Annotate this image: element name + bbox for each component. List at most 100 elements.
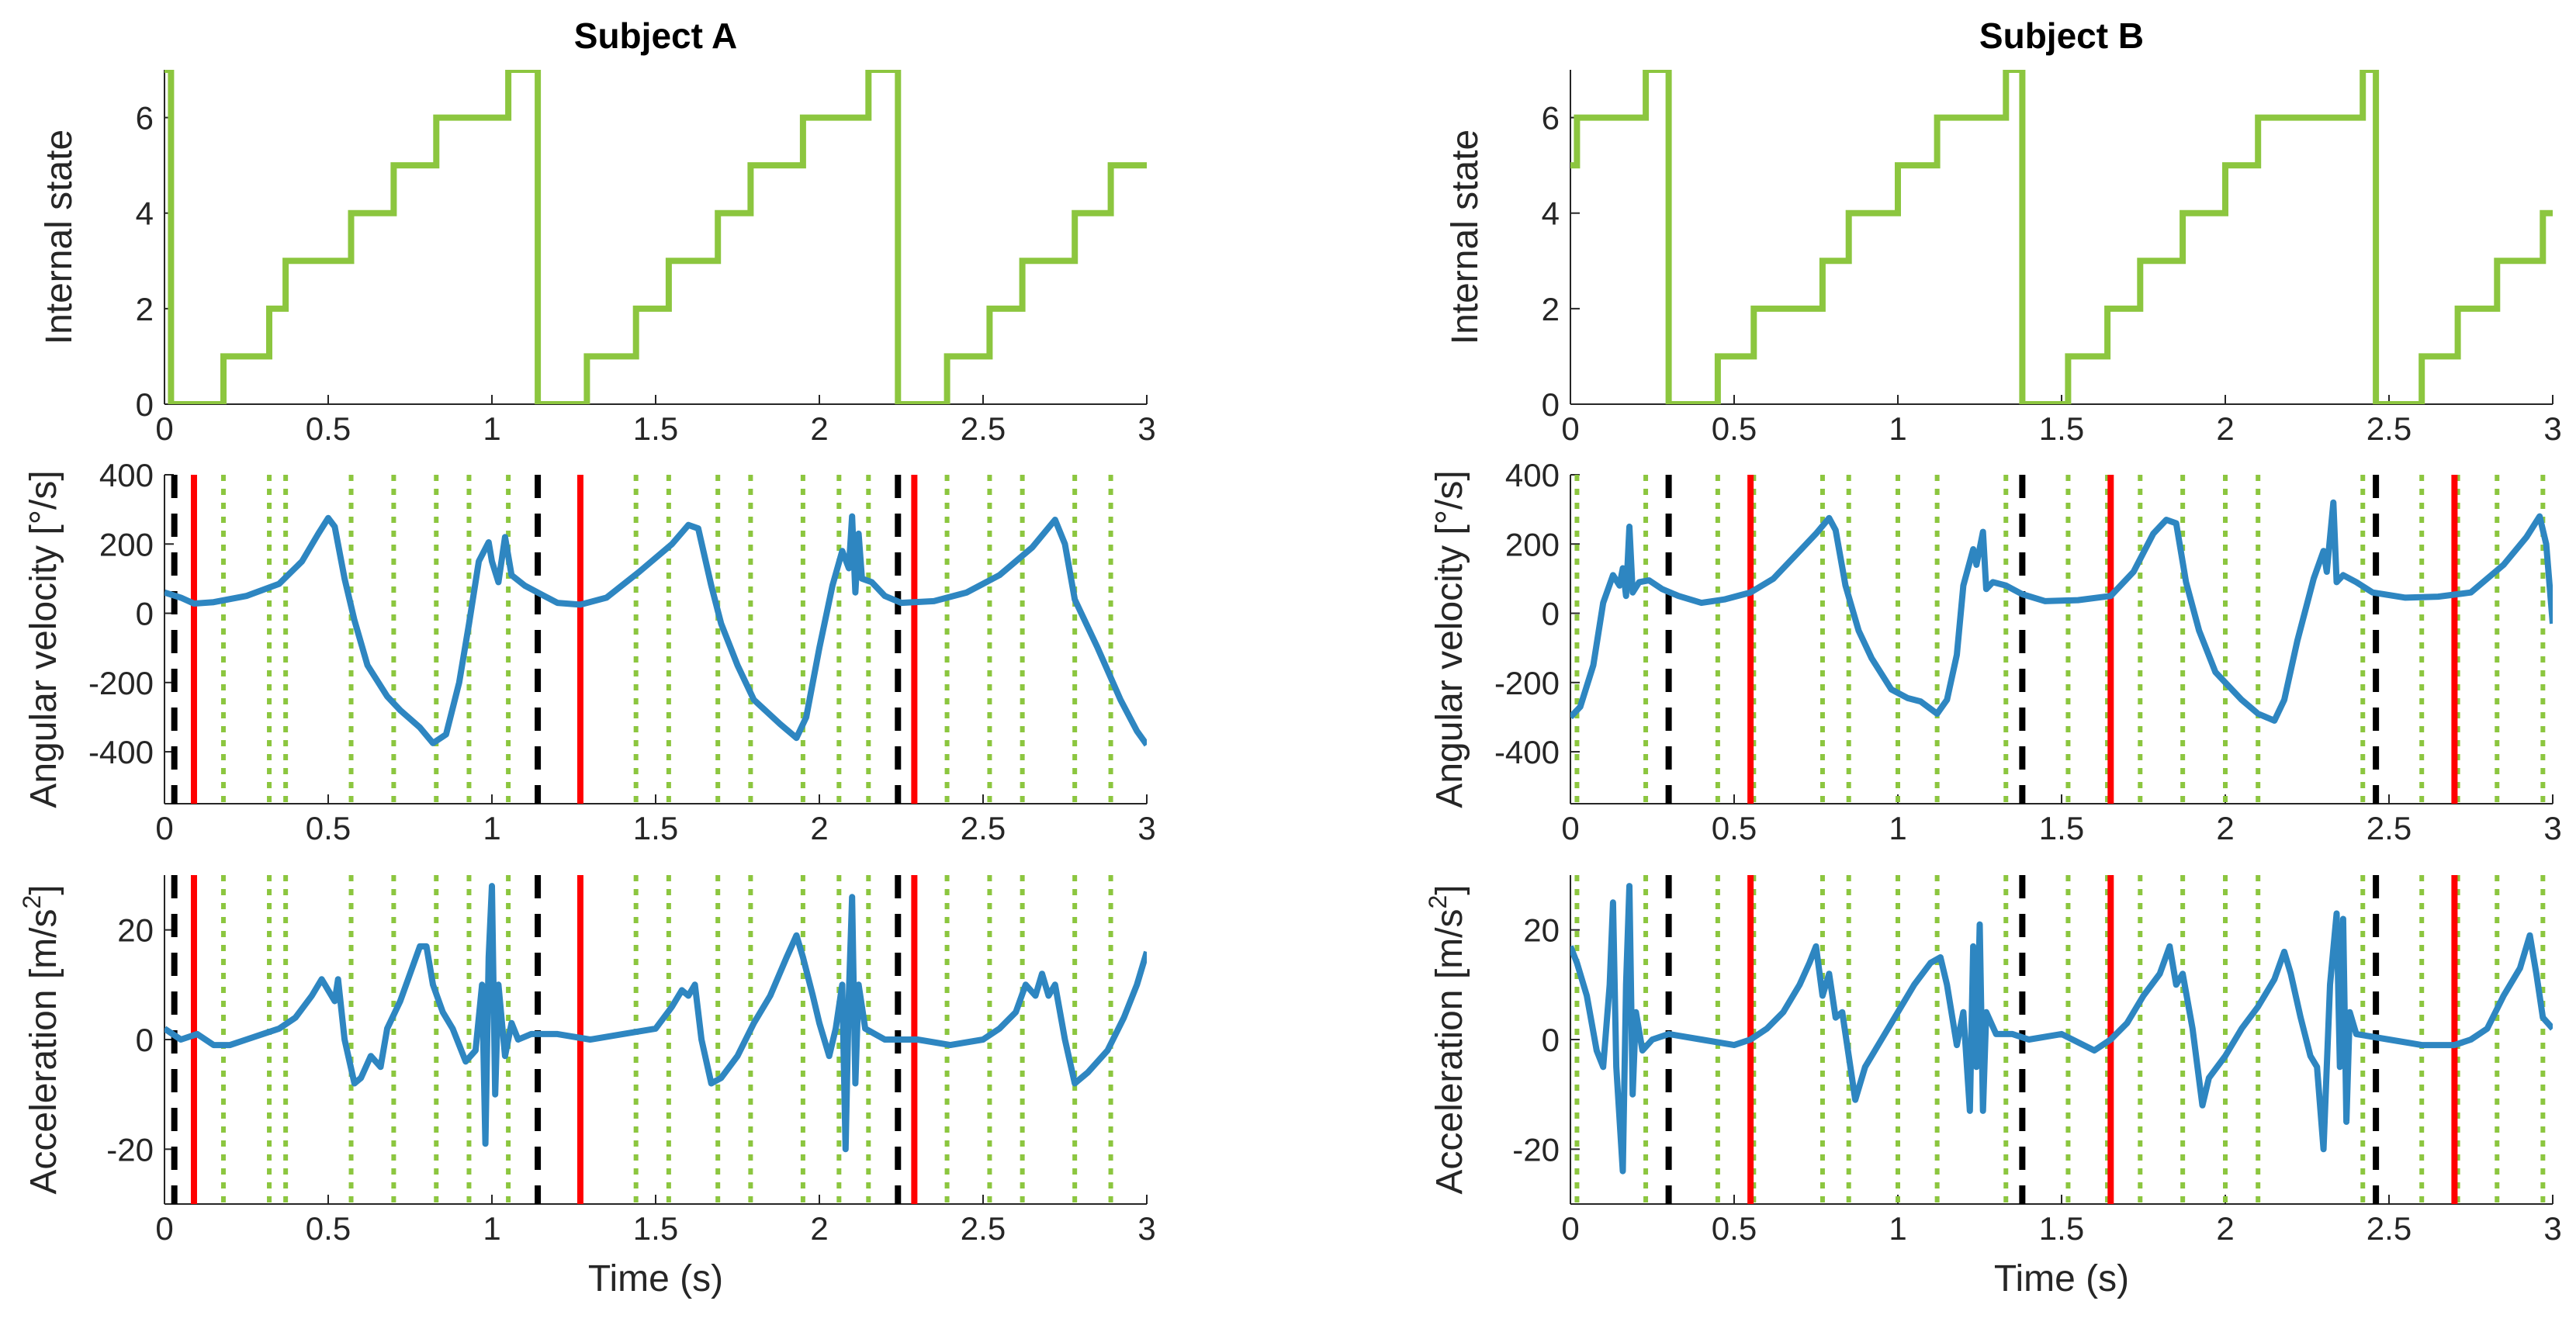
y-tick-label: 2 bbox=[136, 291, 154, 327]
plot-area bbox=[1570, 70, 2553, 404]
accel-series-line bbox=[1570, 883, 2553, 1175]
y-tick-label: 4 bbox=[136, 195, 154, 232]
x-axis-label: Time (s) bbox=[1994, 1258, 2129, 1299]
label-text: Acceleration [m/s bbox=[23, 909, 64, 1195]
x-axis-label: Time (s) bbox=[588, 1258, 723, 1299]
axes-state: 0 0.5 1 1.5 2 2.5 3 0 2 4 6 Internal state bbox=[1445, 70, 2562, 447]
x-tick-label: 2.5 bbox=[961, 810, 1006, 846]
subject-title: Subject A bbox=[574, 16, 737, 56]
axes-angvel: 0 0.5 1 1.5 2 2.5 3 -400 -200 0 200 400 Angular velo… bbox=[23, 457, 1156, 846]
subject-title: Subject B bbox=[1979, 16, 2144, 56]
y-tick-label: 400 bbox=[99, 457, 154, 493]
y-tick-label: 200 bbox=[99, 526, 154, 562]
y-tick-label: -20 bbox=[106, 1131, 154, 1168]
x-tick-label: 2 bbox=[2216, 810, 2234, 846]
axes-angvel: 0 0.5 1 1.5 2 2.5 3 -400 -200 0 200 400 Angular velo… bbox=[1429, 457, 2562, 846]
y-tick-label: 0 bbox=[1542, 1022, 1560, 1058]
x-tick-label: 3 bbox=[1137, 810, 1155, 846]
x-tick-label: 2 bbox=[810, 410, 828, 447]
y-tick-label: 20 bbox=[117, 912, 154, 949]
x-tick-label: 1 bbox=[1889, 810, 1906, 846]
x-tick-label: 2 bbox=[2216, 1210, 2234, 1247]
x-tick-label: 3 bbox=[1137, 1210, 1155, 1247]
x-tick-label: 2 bbox=[810, 810, 828, 846]
y-tick-label: 0 bbox=[1542, 386, 1560, 423]
y-tick-label: 0 bbox=[136, 386, 154, 423]
x-tick-label: 3 bbox=[1137, 410, 1155, 447]
y-tick-label: 2 bbox=[1542, 291, 1560, 327]
x-tick-label: 1 bbox=[1889, 1210, 1906, 1247]
x-tick-label: 0.5 bbox=[1712, 810, 1757, 846]
x-tick-label: 2.5 bbox=[2367, 1210, 2412, 1247]
x-tick-label: 1 bbox=[483, 1210, 500, 1247]
x-tick-label: 2.5 bbox=[961, 410, 1006, 447]
y-tick-label: 6 bbox=[136, 100, 154, 137]
x-tick-label: 0 bbox=[155, 810, 173, 846]
x-tick-label: 2 bbox=[810, 1210, 828, 1247]
plot-area bbox=[164, 875, 1147, 1204]
y-tick-label: -20 bbox=[1512, 1131, 1560, 1168]
y-tick-label: 400 bbox=[1505, 457, 1560, 493]
x-tick-label: 2.5 bbox=[2367, 810, 2412, 846]
x-tick-label: 0.5 bbox=[306, 810, 351, 846]
x-tick-label: 0.5 bbox=[306, 410, 351, 447]
x-tick-label: 0.5 bbox=[1712, 410, 1757, 447]
x-tick-label: 1.5 bbox=[633, 810, 678, 846]
y-tick-label: 4 bbox=[1542, 195, 1560, 232]
y-tick-label: 200 bbox=[1505, 526, 1560, 562]
label-superscript: 2 bbox=[1424, 895, 1452, 909]
plot-area bbox=[164, 70, 1147, 404]
y-axis-label: Angular velocity [°/s] bbox=[1429, 470, 1470, 808]
angvel-series-line bbox=[1570, 499, 2553, 724]
y-tick-label: 0 bbox=[136, 1022, 154, 1058]
y-tick-label: -200 bbox=[1494, 665, 1560, 701]
x-tick-label: 1 bbox=[483, 810, 500, 846]
y-tick-label: -200 bbox=[88, 665, 154, 701]
y-axis-label: Acceleration [m/s2] bbox=[1424, 884, 1470, 1194]
x-tick-label: 0 bbox=[1561, 810, 1579, 846]
x-tick-label: 0.5 bbox=[1712, 1210, 1757, 1247]
label-text: ] bbox=[1429, 884, 1470, 894]
axes-state: 0 0.5 1 1.5 2 2.5 3 0 2 4 6 Internal state bbox=[39, 70, 1156, 447]
y-tick-label: -400 bbox=[1494, 734, 1560, 770]
x-tick-label: 3 bbox=[2543, 810, 2561, 846]
x-tick-label: 1 bbox=[483, 410, 500, 447]
subject-a-panel: Subject A 0 0.5 1 1.5 2 2.5 3 0 2 4 6 Internal state… bbox=[18, 16, 1156, 1299]
x-tick-label: 2.5 bbox=[2367, 410, 2412, 447]
angvel-series-line bbox=[164, 513, 1147, 747]
x-tick-label: 3 bbox=[2543, 1210, 2561, 1247]
x-tick-label: 1.5 bbox=[2039, 1210, 2084, 1247]
state-series-line bbox=[1570, 70, 2553, 404]
y-tick-label: 20 bbox=[1523, 912, 1560, 949]
y-axis-label: Internal state bbox=[39, 130, 80, 345]
x-tick-label: 1 bbox=[1889, 410, 1906, 447]
label-superscript: 2 bbox=[18, 895, 46, 909]
y-tick-label: 0 bbox=[1542, 596, 1560, 632]
x-tick-label: 3 bbox=[2543, 410, 2561, 447]
plot-area bbox=[1570, 475, 2553, 804]
y-axis-label: Acceleration [m/s2] bbox=[18, 884, 64, 1194]
x-tick-label: 0.5 bbox=[306, 1210, 351, 1247]
accel-series-line bbox=[164, 883, 1147, 1153]
x-tick-label: 0 bbox=[1561, 1210, 1579, 1247]
plot-area bbox=[1570, 875, 2553, 1204]
x-tick-label: 1.5 bbox=[633, 410, 678, 447]
subject-b-panel: Subject B 0 0.5 1 1.5 2 2.5 3 0 2 4 6 Internal state… bbox=[1424, 16, 2562, 1299]
x-tick-label: 0 bbox=[1561, 410, 1579, 447]
label-text: ] bbox=[23, 884, 64, 894]
state-series-line bbox=[164, 70, 1147, 404]
y-tick-label: 0 bbox=[136, 596, 154, 632]
x-tick-label: 0 bbox=[155, 1210, 173, 1247]
x-tick-label: 1.5 bbox=[633, 1210, 678, 1247]
plot-area bbox=[164, 475, 1147, 804]
x-tick-label: 2 bbox=[2216, 410, 2234, 447]
label-text: Acceleration [m/s bbox=[1429, 909, 1470, 1195]
x-tick-label: 1.5 bbox=[2039, 410, 2084, 447]
y-axis-label: Internal state bbox=[1445, 130, 1486, 345]
x-tick-label: 1.5 bbox=[2039, 810, 2084, 846]
y-tick-label: 6 bbox=[1542, 100, 1560, 137]
x-tick-label: 2.5 bbox=[961, 1210, 1006, 1247]
y-axis-label: Angular velocity [°/s] bbox=[23, 470, 64, 808]
